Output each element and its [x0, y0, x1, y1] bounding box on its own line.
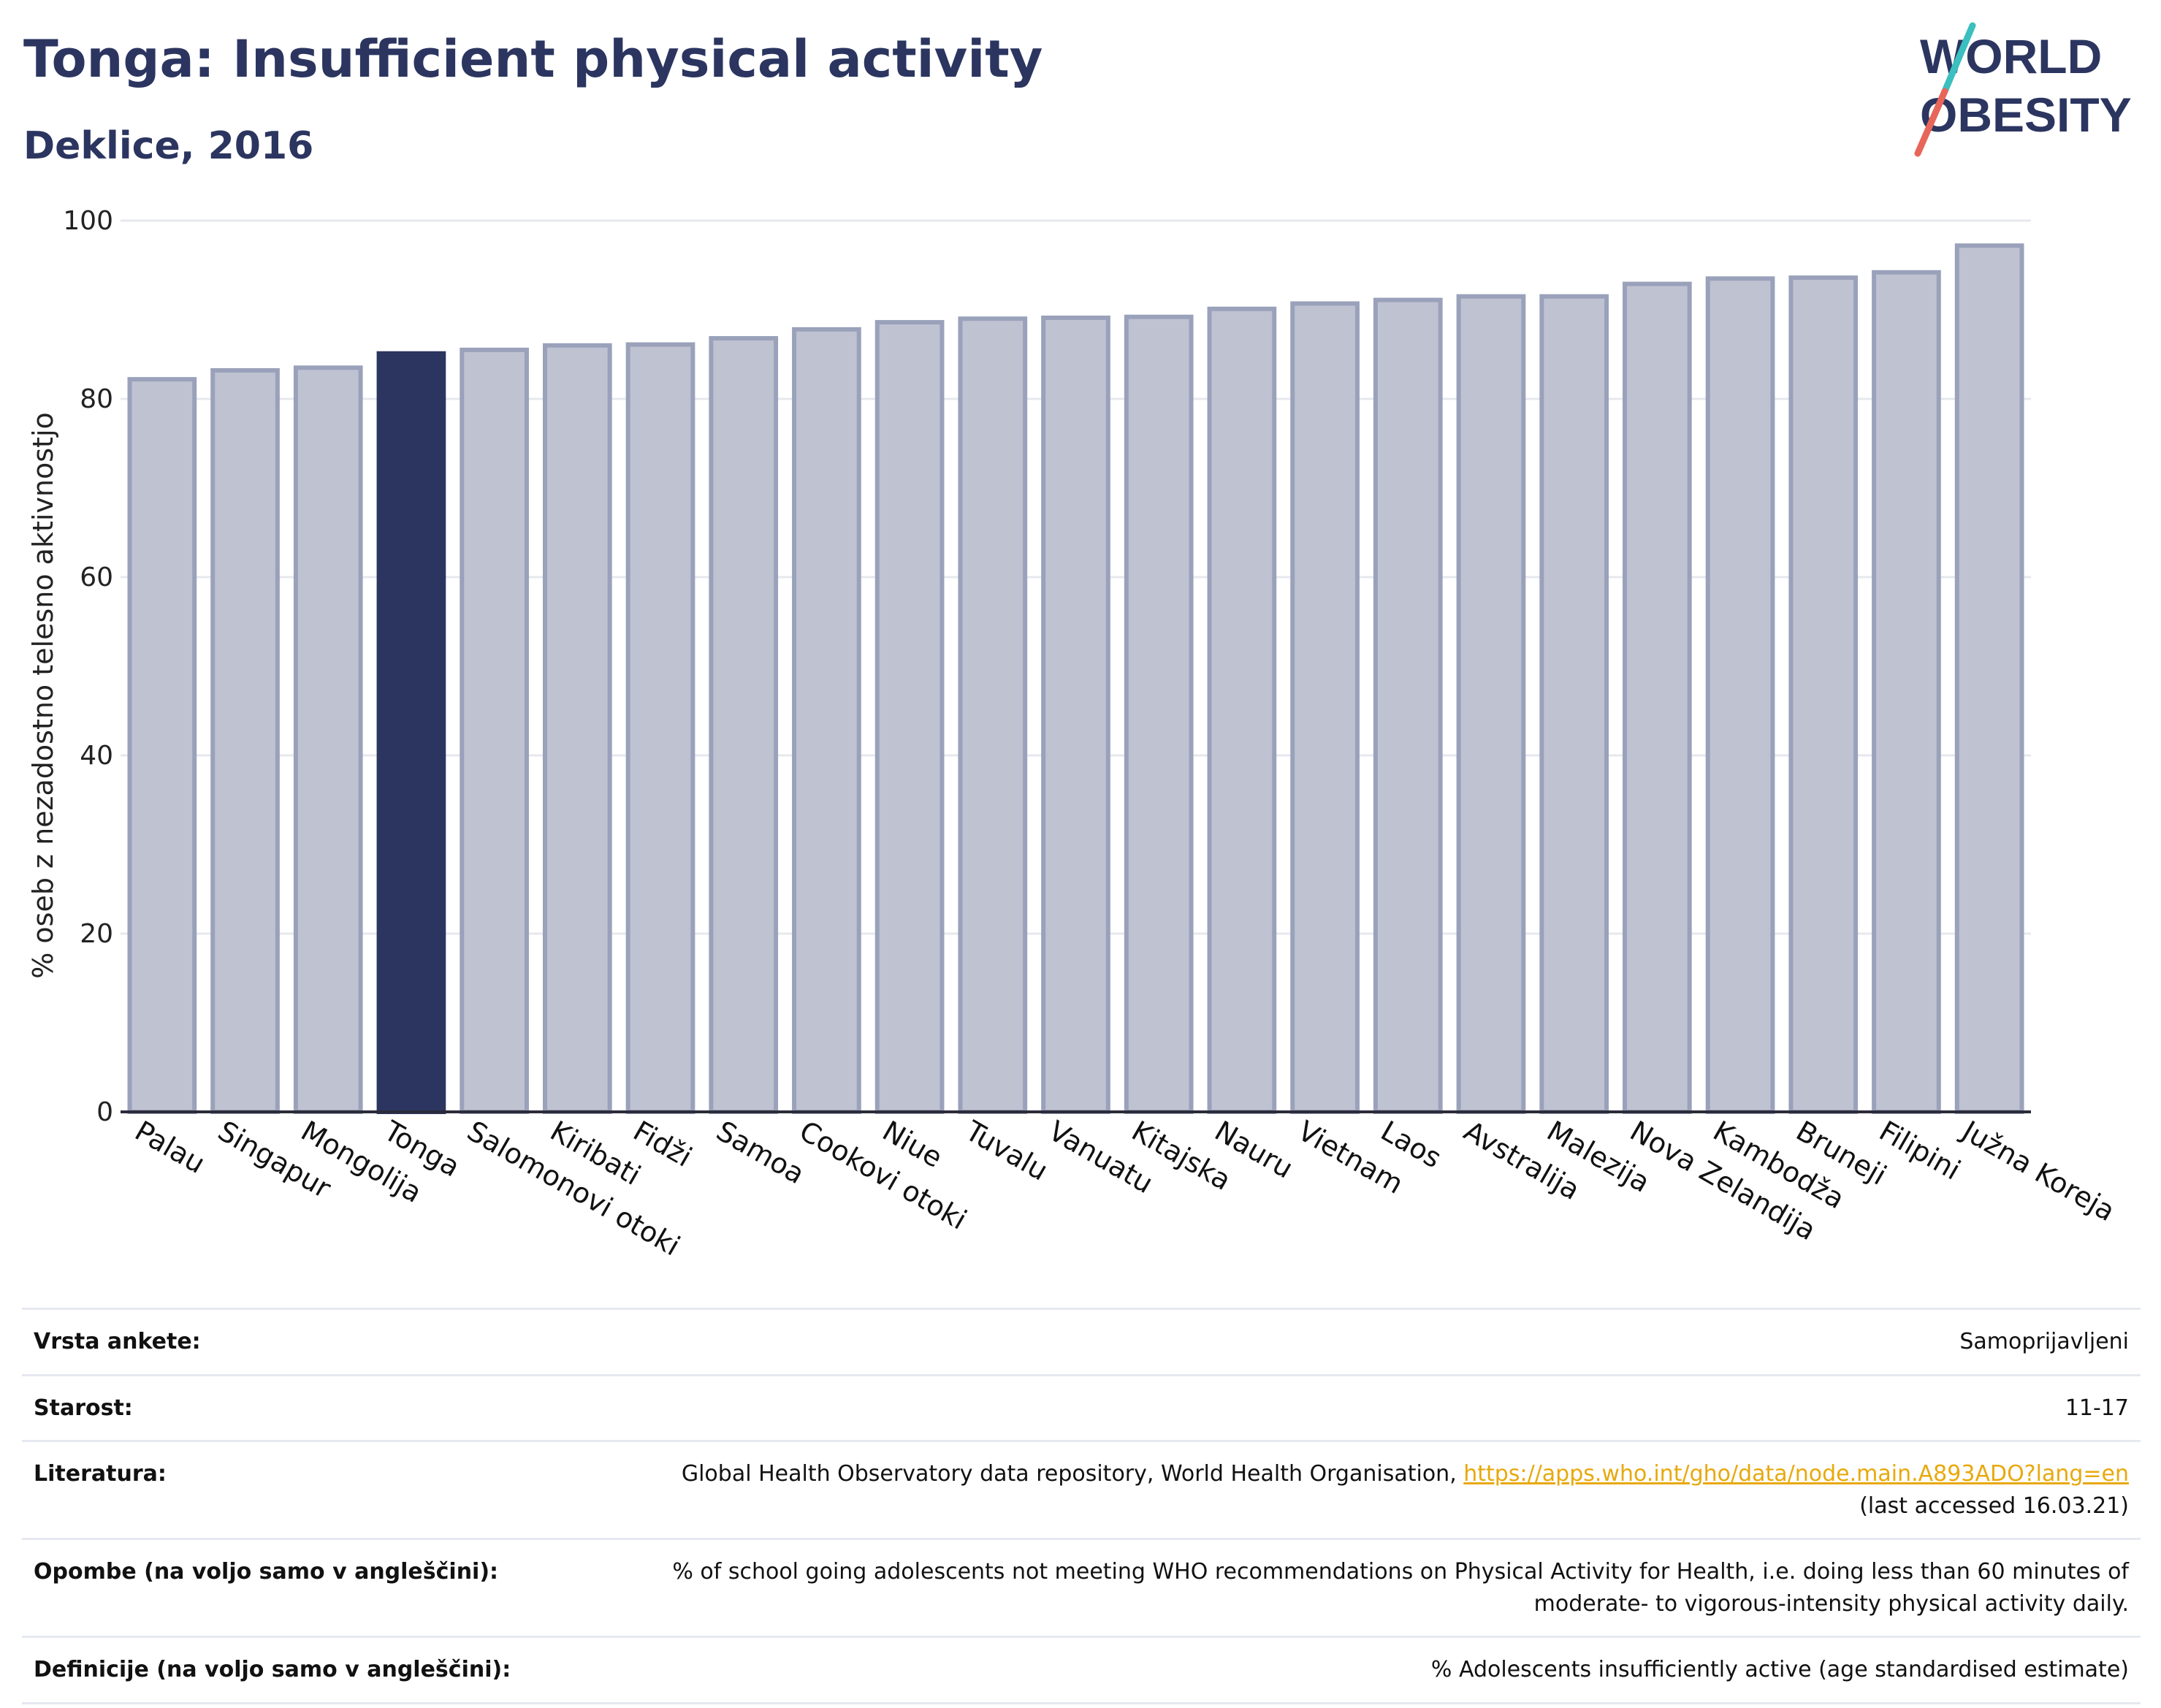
chart-title: Tonga: Insufficient physical activity: [23, 29, 1043, 89]
x-tick-label: Tuvalu: [959, 1114, 1053, 1187]
y-tick-label: 100: [63, 206, 113, 236]
notes-value: % of school going adolescents not meetin…: [601, 1538, 2141, 1638]
x-tick-label: Južna Koreja: [1956, 1114, 2121, 1228]
bar: [958, 316, 1028, 1115]
bar: [210, 367, 280, 1114]
x-tick-label: Palau: [129, 1115, 210, 1180]
literature-link[interactable]: https://apps.who.int/gho/data/node.main.…: [1463, 1461, 2129, 1487]
definitions-row: Definicije (na voljo samo v angleščini):…: [22, 1636, 2141, 1704]
svg-text:OBESITY: OBESITY: [1920, 88, 2132, 142]
y-tick-label: 20: [80, 919, 113, 949]
bar: [460, 347, 529, 1114]
notes-row: Opombe (na voljo samo v angleščini): % o…: [22, 1538, 2141, 1638]
literature-accessed: (last accessed 16.03.21): [1859, 1492, 2129, 1519]
bar: [792, 327, 861, 1115]
y-axis-title: % oseb z nezadostno telesno aktivnostjo: [27, 412, 59, 979]
y-tick-label: 60: [80, 563, 113, 592]
bar: [1954, 243, 2024, 1114]
y-tick-label: 80: [80, 384, 113, 414]
bar: [625, 342, 695, 1115]
survey-type-value: Samoprijavljeni: [601, 1308, 2141, 1376]
bar: [1623, 281, 1692, 1114]
definitions-label: Definicije (na voljo samo v angleščini):: [22, 1636, 601, 1704]
age-value: 11-17: [601, 1373, 2141, 1442]
survey-type-row: Vrsta ankete: Samoprijavljeni: [22, 1308, 2141, 1376]
metadata-table: Vrsta ankete: Samoprijavljeni Starost: 1…: [22, 1308, 2141, 1704]
bar: [1207, 306, 1277, 1114]
literature-value: Global Health Observatory data repositor…: [601, 1440, 2141, 1540]
bar: [127, 377, 197, 1114]
bar: [1705, 276, 1775, 1114]
bar: [874, 320, 945, 1115]
bar: [1373, 297, 1443, 1115]
notes-label: Opombe (na voljo samo v angleščini):: [22, 1538, 601, 1638]
bar: [1456, 294, 1526, 1115]
age-row: Starost: 11-17: [22, 1373, 2141, 1442]
literature-label: Literatura:: [22, 1440, 601, 1540]
bar: [1041, 315, 1110, 1115]
bar: [1872, 270, 1941, 1114]
notes-text-line1: % of school going adolescents not meetin…: [672, 1559, 2129, 1585]
bar: [293, 365, 363, 1114]
notes-text-line2: moderate- to vigorous-intensity physical…: [1533, 1590, 2129, 1617]
bar-chart: 0 20 40 60 80 100 % oseb z nezadostno telesno …: [27, 206, 2121, 1262]
bar: [1124, 314, 1194, 1114]
literature-row: Literatura: Global Health Observatory da…: [22, 1440, 2141, 1540]
bar: [1788, 275, 1859, 1115]
x-tick-label: Samoa: [711, 1115, 809, 1191]
bar: [376, 351, 446, 1114]
x-tick-label: Filipini: [1874, 1115, 1966, 1186]
bar: [1539, 294, 1609, 1115]
world-obesity-logo: WORLD OBESITY: [1914, 22, 2132, 157]
bar: [1290, 301, 1360, 1115]
chart-subtitle: Deklice, 2016: [23, 124, 314, 168]
age-label: Starost:: [22, 1373, 601, 1442]
definitions-value: % Adolescents insufficiently active (age…: [601, 1636, 2141, 1704]
y-tick-label: 40: [80, 741, 113, 771]
bar: [542, 343, 612, 1114]
bar: [709, 336, 779, 1114]
survey-type-label: Vrsta ankete:: [22, 1308, 601, 1376]
y-tick-label: 0: [96, 1097, 113, 1127]
literature-text: Global Health Observatory data repositor…: [681, 1461, 1464, 1487]
